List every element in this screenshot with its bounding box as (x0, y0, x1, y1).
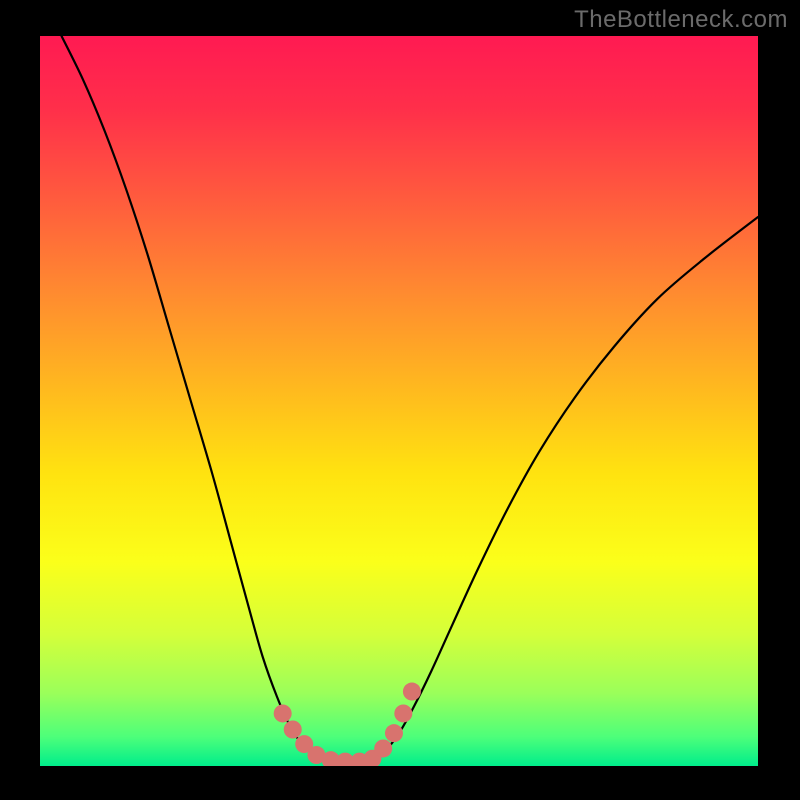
valley-marker (374, 739, 392, 757)
valley-markers (274, 683, 421, 766)
valley-marker (394, 704, 412, 722)
valley-marker (274, 704, 292, 722)
bottleneck-curve (62, 36, 758, 762)
valley-marker (284, 721, 302, 739)
watermark-text: TheBottleneck.com (574, 6, 788, 34)
plot-area (40, 36, 758, 766)
chart-overlay-svg (40, 36, 758, 766)
valley-marker (385, 724, 403, 742)
valley-marker (403, 683, 421, 701)
chart-frame: TheBottleneck.com (0, 0, 800, 800)
